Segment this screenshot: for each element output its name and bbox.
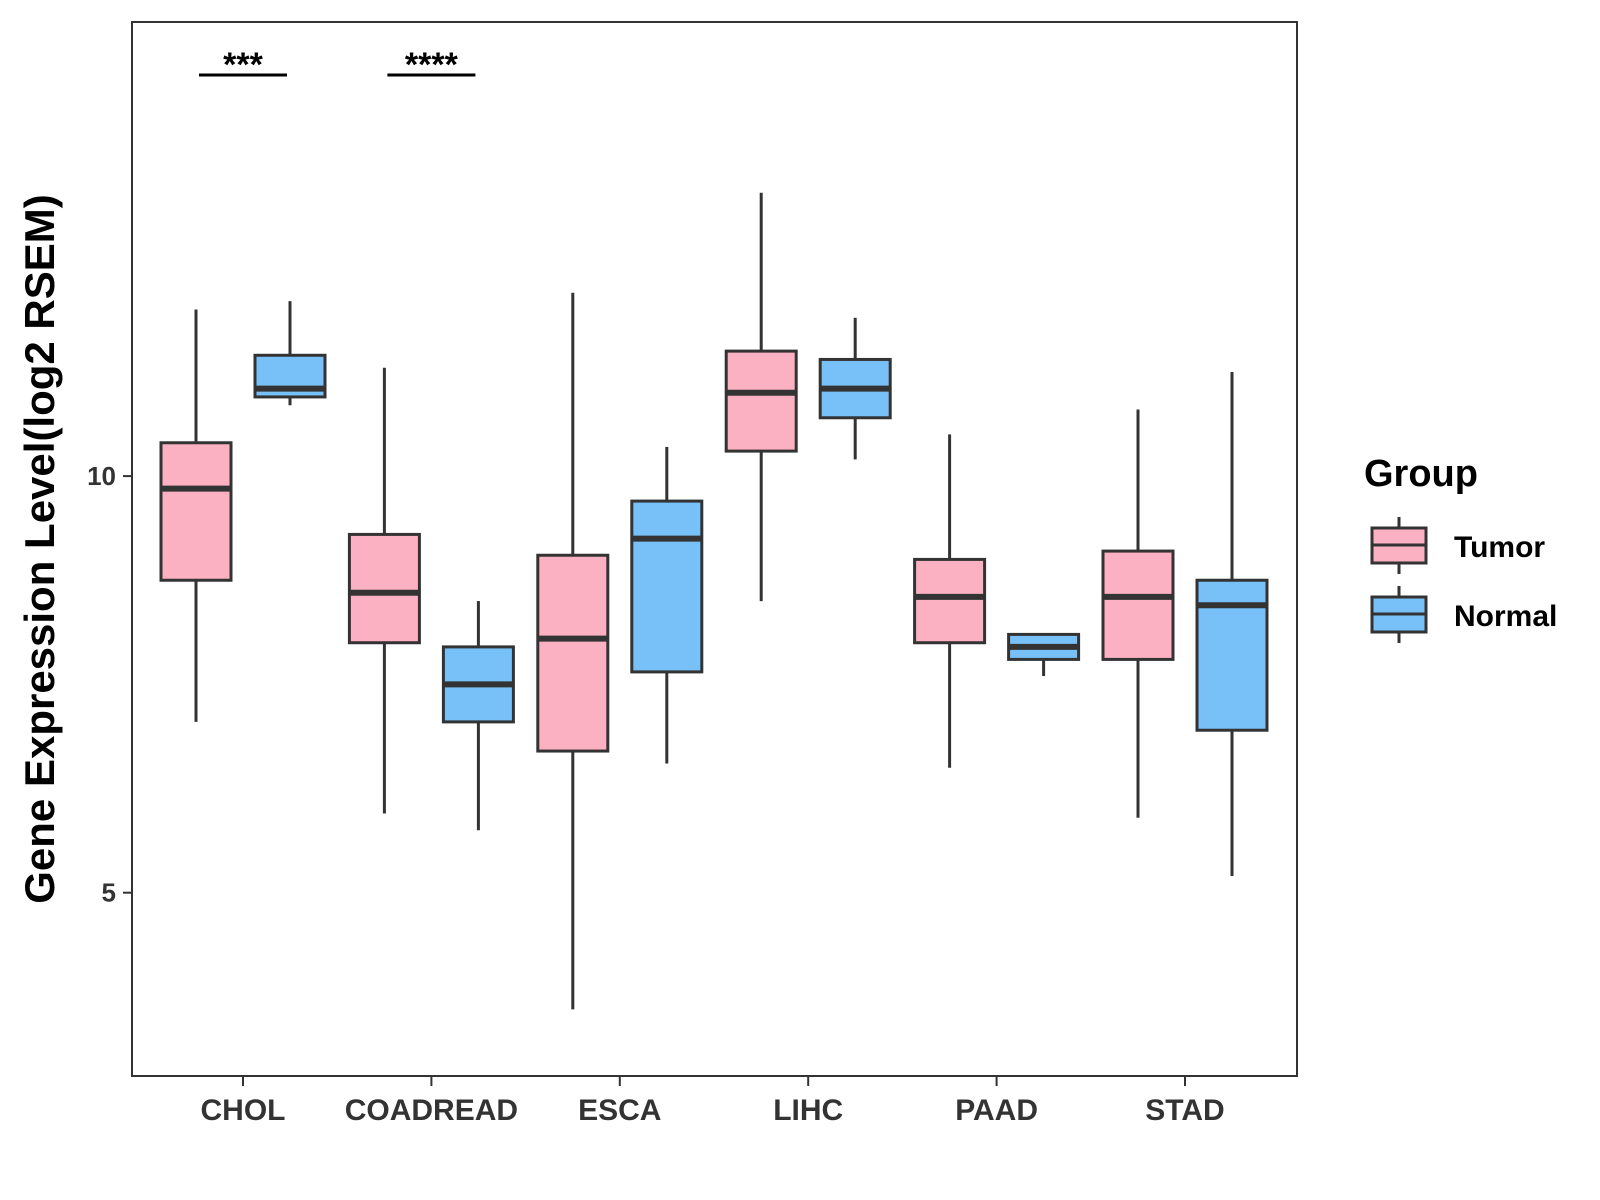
legend-label-normal: Normal (1454, 600, 1557, 633)
box-paad-normal (1007, 632, 1081, 677)
x-tick-label: LIHC (773, 1094, 843, 1127)
significance-annotations: *** **** (199, 46, 476, 84)
box-coadread-normal (441, 601, 515, 831)
x-tick-label: ESCA (578, 1094, 661, 1127)
box-iqr (159, 441, 233, 582)
box-esca-normal (630, 446, 704, 764)
legend-key-normal (1370, 586, 1428, 643)
significance-chol: *** (199, 46, 287, 84)
x-tick-label: PAAD (955, 1094, 1038, 1127)
x-axis: CHOL COADREAD ESCA LIHC PAAD STAD (201, 1076, 1225, 1127)
legend-title: Group (1364, 453, 1478, 495)
y-tick-label: 10 (87, 461, 116, 491)
significance-coadread: **** (387, 46, 476, 84)
box-iqr (347, 532, 421, 645)
plot-panel (131, 21, 1298, 1077)
box-lihc-normal (818, 317, 892, 460)
box-chol-normal (253, 301, 327, 406)
box-iqr (536, 553, 610, 753)
box-iqr (724, 349, 798, 453)
legend-label-tumor: Tumor (1454, 531, 1545, 564)
x-tick-label: CHOL (201, 1094, 286, 1127)
y-tick-label: 5 (102, 878, 116, 908)
y-axis: 5 10 (87, 461, 132, 908)
boxplot-series (159, 192, 1269, 1010)
box-stad-tumor (1101, 409, 1175, 818)
significance-label: *** (223, 46, 263, 84)
box-iqr (913, 557, 987, 645)
legend: Group Tumor Normal (1364, 453, 1557, 643)
box-chol-tumor (159, 309, 233, 722)
box-esca-tumor (536, 292, 610, 1010)
x-tick-label: STAD (1145, 1094, 1224, 1127)
legend-key-tumor (1370, 517, 1428, 574)
box-iqr (1101, 549, 1175, 661)
box-iqr (630, 499, 704, 674)
significance-label: **** (405, 46, 459, 84)
box-coadread-tumor (347, 367, 421, 814)
box-lihc-tumor (724, 192, 798, 602)
y-axis-title: Gene Expression Level(log2 RSEM) (16, 194, 63, 904)
box-paad-tumor (913, 434, 987, 768)
box-stad-normal (1195, 371, 1269, 877)
x-tick-label: COADREAD (345, 1094, 518, 1127)
